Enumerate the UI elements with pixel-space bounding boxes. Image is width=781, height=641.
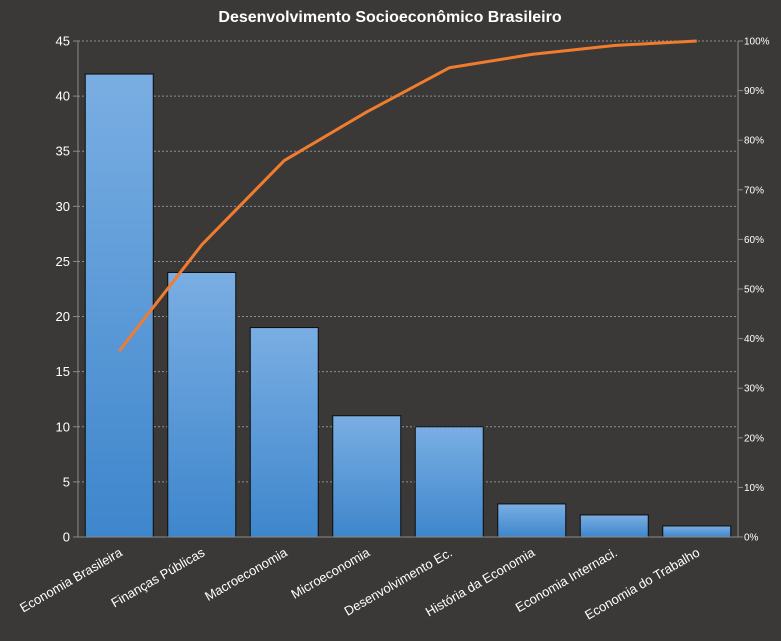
y2-tick-label: 10% — [744, 483, 764, 494]
y-tick-label: 5 — [63, 474, 70, 489]
bar-4 — [414, 426, 484, 538]
y2-tick-label: 100% — [744, 37, 770, 48]
category-label: Microeconomia — [288, 544, 373, 601]
bar-2 — [249, 327, 319, 538]
category-label: Macroeconomia — [202, 544, 290, 604]
y-tick-label: 45 — [56, 34, 70, 49]
bar-3 — [332, 415, 402, 538]
y-tick-label: 25 — [56, 254, 70, 269]
y2-tick-label: 20% — [744, 433, 764, 444]
y-axis-left: 0 5 10 15 20 25 30 35 40 45 — [56, 34, 79, 545]
bar-7 — [662, 525, 732, 538]
y-tick-label: 30 — [56, 199, 70, 214]
y-tick-label: 40 — [56, 89, 70, 104]
y2-tick-label: 60% — [744, 235, 764, 246]
chart-title: Desenvolvimento Socioeconômico Brasileir… — [218, 9, 561, 26]
y-tick-label: 15 — [56, 364, 70, 379]
y-axis-right: 0% 10% 20% 30% 40% 50% 60% 70% 80% 90% 100% — [737, 37, 770, 544]
cumulative-line — [118, 39, 697, 352]
cumulative-line-path — [118, 39, 697, 352]
y2-tick-label: 90% — [744, 86, 764, 97]
y-tick-label: 35 — [56, 144, 70, 159]
y-tick-label: 10 — [56, 419, 70, 434]
bar-6 — [579, 514, 649, 538]
bar-0 — [84, 73, 154, 538]
bar-1 — [167, 271, 237, 538]
y2-tick-label: 0% — [744, 533, 759, 544]
y2-tick-label: 70% — [744, 185, 764, 196]
y-tick-label: 0 — [63, 530, 70, 545]
y2-tick-label: 40% — [744, 334, 764, 345]
category-label: Economia Brasileira — [17, 544, 125, 615]
y-tick-label: 20 — [56, 309, 70, 324]
y2-tick-label: 50% — [744, 285, 764, 296]
y2-tick-label: 80% — [744, 136, 764, 147]
bar-5 — [497, 503, 567, 538]
bars — [84, 73, 732, 538]
y2-tick-label: 30% — [744, 384, 764, 395]
category-label: Finanças Públicas — [108, 544, 207, 610]
